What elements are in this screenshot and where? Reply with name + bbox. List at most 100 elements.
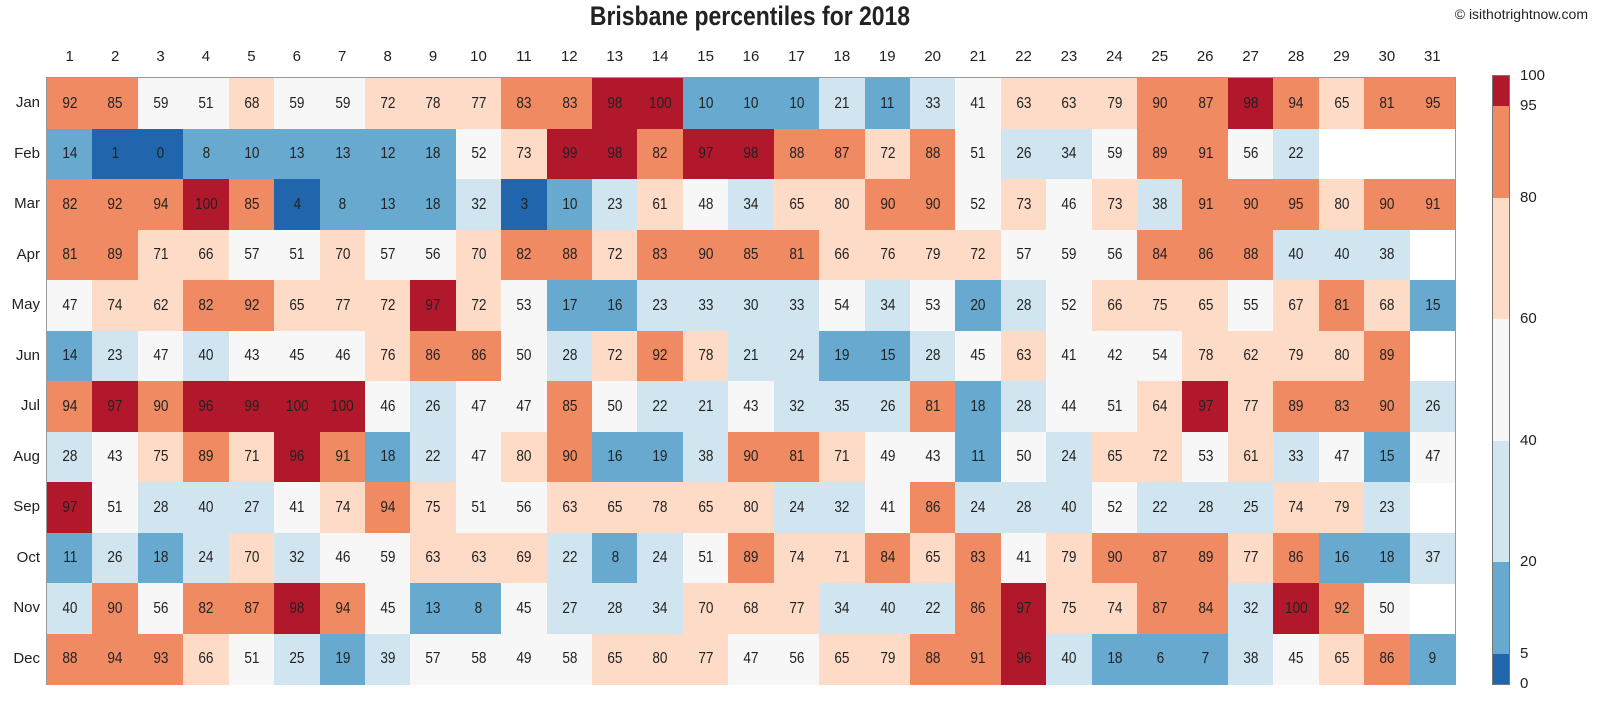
x-tick-label: 7 [338, 48, 347, 65]
heatmap-cell: 88 [1227, 229, 1274, 281]
cell-value-label: 97 [1197, 397, 1213, 415]
heatmap-cell: 82 [47, 179, 93, 230]
cell-value-label: 83 [652, 246, 668, 263]
heatmap-cell: 48 [682, 179, 729, 230]
cell-value-label: 32 [789, 397, 805, 415]
heatmap-cell: 84 [864, 532, 911, 584]
cell-value-label: 94 [380, 498, 396, 516]
cell-value-label: 22 [561, 549, 578, 566]
colorbar-segment [1493, 319, 1509, 441]
cell-value-label: 97 [62, 498, 78, 516]
heatmap-cell: 52 [455, 128, 502, 180]
heatmap-cell: 13 [410, 583, 457, 634]
heatmap-cell: 41 [1046, 330, 1093, 382]
x-tick-label: 14 [651, 48, 669, 65]
cell-value-label: 45 [380, 599, 396, 617]
heatmap-cell: 10 [728, 78, 775, 129]
cell-value-label: 97 [698, 145, 714, 162]
heatmap-cell: 72 [864, 128, 911, 180]
cell-value-label: 59 [380, 549, 396, 566]
heatmap-cell: 62 [137, 280, 184, 331]
cell-value-label: 19 [834, 347, 850, 364]
cell-value-label: 38 [1379, 246, 1395, 263]
heatmap-cell: 16 [592, 280, 638, 331]
heatmap-cell: 100 [274, 381, 320, 432]
cell-value-label: 65 [607, 498, 623, 516]
x-tick-label: 13 [606, 48, 624, 65]
heatmap-cell: 26 [92, 532, 139, 584]
heatmap-cell: 68 [228, 78, 275, 129]
heatmap-cell: 85 [546, 381, 593, 432]
heatmap-cell: 12 [364, 128, 411, 180]
heatmap-cell: 55 [1227, 280, 1274, 331]
cell-value-label: 26 [879, 397, 896, 415]
cell-value-label: 59 [153, 94, 169, 112]
y-tick-label: May [11, 296, 40, 314]
cell-value-label: 66 [834, 246, 850, 263]
heatmap-cell: 79 [909, 229, 956, 281]
heatmap-cell: 84 [1137, 229, 1183, 281]
heatmap-cell: 34 [864, 280, 911, 331]
heatmap-cell: 92 [1318, 583, 1365, 634]
cell-value-label: 70 [244, 549, 260, 566]
cell-value-label: 86 [970, 599, 986, 617]
heatmap-cell: 90 [137, 381, 184, 432]
heatmap-cell: 17 [546, 280, 593, 331]
x-tick-label: 22 [1015, 48, 1032, 65]
cell-value-label: 10 [244, 145, 260, 162]
heatmap-cell: 78 [637, 482, 684, 533]
heatmap-cell: 99 [228, 381, 275, 432]
heatmap-cell: 94 [1273, 78, 1320, 129]
cell-value-label: 74 [789, 549, 805, 566]
y-tick-label: Apr [16, 245, 40, 263]
heatmap-cell: 47 [137, 330, 184, 382]
cell-value-label: 72 [970, 246, 986, 263]
cell-value-label: 95 [1424, 94, 1441, 112]
cell-value-label: 81 [789, 246, 805, 263]
cell-value-label: 61 [652, 195, 668, 213]
heatmap-cell: 72 [955, 229, 1002, 281]
cell-value-label: 41 [289, 498, 305, 516]
cell-value-label: 8 [474, 599, 483, 617]
cell-value-label: 48 [698, 195, 714, 213]
cell-value-label: 65 [607, 650, 623, 667]
cell-value-label: 46 [380, 397, 396, 415]
cell-value-label: 20 [970, 296, 986, 314]
cell-value-label: 64 [1152, 397, 1168, 415]
cell-value-label: 92 [107, 195, 123, 213]
cell-value-label: 89 [743, 549, 759, 566]
cell-value-label: 72 [879, 145, 896, 162]
heatmap-cell: 18 [410, 179, 457, 230]
cell-value-label: 90 [1107, 549, 1123, 566]
heatmap-cell: 25 [1227, 482, 1274, 533]
colorbar-segment [1493, 562, 1509, 654]
cell-value-label: 98 [1243, 94, 1259, 112]
cell-value-label: 89 [1197, 549, 1213, 566]
heatmap-cell: 66 [819, 229, 866, 281]
heatmap-cell: 94 [92, 633, 139, 685]
cell-value-label: 44 [1061, 397, 1077, 415]
cell-value-label: 66 [198, 246, 214, 263]
cell-value-label: 73 [1016, 195, 1032, 213]
cell-value-label: 3 [520, 195, 528, 213]
heatmap-cell: 47 [455, 431, 502, 483]
cell-value-label: 49 [516, 650, 532, 667]
cell-value-label: 94 [334, 599, 351, 617]
heatmap-cell: 28 [1000, 482, 1047, 533]
heatmap-cell: 22 [410, 431, 457, 483]
x-tick-label: 5 [247, 48, 256, 65]
cell-value-label: 90 [1243, 195, 1259, 213]
heatmap-cell: 90 [546, 431, 593, 483]
cell-value-label: 86 [425, 347, 441, 364]
heatmap-cell: 65 [592, 633, 638, 685]
heatmap-cell: 47 [501, 381, 548, 432]
heatmap-cell: 7 [1182, 633, 1229, 685]
cell-value-label: 75 [153, 448, 169, 465]
cell-value-label: 28 [153, 498, 169, 516]
cell-value-label: 22 [1152, 498, 1168, 516]
cell-value-label: 79 [1107, 94, 1123, 112]
cell-value-label: 79 [925, 246, 941, 263]
cell-value-label: 56 [789, 650, 805, 667]
heatmap-cell: 57 [364, 229, 411, 281]
cell-value-label: 22 [425, 448, 441, 465]
